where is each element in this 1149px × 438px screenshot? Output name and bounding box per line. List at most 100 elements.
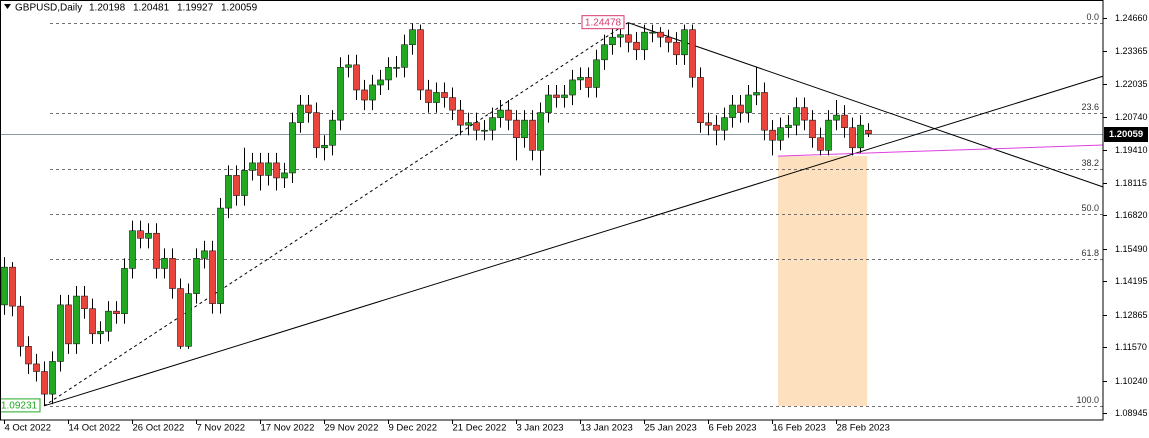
y-tick-label: 1.08945 bbox=[1115, 408, 1148, 418]
candle-body bbox=[9, 266, 16, 307]
candle-body bbox=[473, 122, 480, 131]
candle-body bbox=[281, 172, 288, 179]
candle-body bbox=[289, 122, 296, 174]
x-tick-label: 13 Jan 2023 bbox=[581, 423, 633, 434]
candle-body bbox=[761, 92, 768, 131]
candle-body bbox=[65, 304, 72, 345]
candle-body bbox=[377, 79, 384, 86]
candle-body bbox=[217, 207, 224, 304]
price-marker-label: 1.24478 bbox=[585, 17, 622, 28]
candle-body bbox=[657, 31, 664, 38]
candle-body bbox=[305, 104, 312, 113]
candle-body bbox=[137, 230, 144, 239]
x-tick-label: 28 Feb 2023 bbox=[837, 423, 890, 434]
candle-body bbox=[721, 117, 728, 131]
candle-body bbox=[529, 119, 536, 151]
candle-body bbox=[569, 79, 576, 96]
candle-body bbox=[153, 232, 160, 269]
price-marker-label: 1.09231 bbox=[1, 401, 38, 412]
candle-body bbox=[337, 67, 344, 121]
candle-body bbox=[345, 64, 352, 68]
price-marker-box bbox=[581, 15, 625, 30]
price-marker-box bbox=[0, 398, 41, 413]
highlight-zone bbox=[778, 156, 868, 406]
candle-body bbox=[817, 137, 824, 151]
candle-body bbox=[393, 67, 400, 69]
candle-body bbox=[537, 112, 544, 151]
trendline bbox=[627, 22, 1104, 188]
candle-body bbox=[649, 31, 656, 34]
trendline bbox=[777, 144, 1104, 157]
price-marker: 1.24478 bbox=[581, 15, 625, 30]
candle-body bbox=[553, 94, 560, 98]
fib-label: 38.2 bbox=[1081, 158, 1099, 168]
candle-body bbox=[801, 107, 808, 121]
candle-body bbox=[489, 117, 496, 131]
candle-body bbox=[449, 97, 456, 111]
candle-body bbox=[865, 129, 872, 135]
candle-body bbox=[625, 34, 632, 43]
candle-body bbox=[681, 29, 688, 56]
candle-body bbox=[297, 104, 304, 123]
y-tick-label: 1.19410 bbox=[1115, 145, 1148, 155]
candle-body bbox=[249, 162, 256, 171]
header-close: 1.20059 bbox=[221, 3, 258, 14]
candle-body bbox=[481, 129, 488, 132]
candle-body bbox=[769, 129, 776, 141]
candle-body bbox=[385, 67, 392, 81]
candle-body bbox=[785, 124, 792, 128]
candle-body bbox=[505, 109, 512, 121]
candle-body bbox=[857, 124, 864, 149]
header-low: 1.19927 bbox=[177, 3, 214, 14]
candle-body bbox=[425, 89, 432, 103]
candle-body bbox=[353, 64, 360, 91]
x-tick-label: 9 Dec 2022 bbox=[389, 423, 438, 434]
candle-body bbox=[225, 175, 232, 209]
candle-body bbox=[209, 250, 216, 304]
candle-body bbox=[401, 44, 408, 68]
candle-body bbox=[593, 59, 600, 88]
candle-body bbox=[73, 295, 80, 345]
x-tick-label: 14 Oct 2022 bbox=[69, 423, 121, 434]
candle-body bbox=[673, 41, 680, 56]
candle-body bbox=[705, 122, 712, 126]
candle-body bbox=[777, 127, 784, 141]
candle-body bbox=[81, 295, 88, 309]
candle-body bbox=[161, 258, 168, 269]
candle-body bbox=[257, 162, 264, 176]
y-tick-label: 1.14195 bbox=[1115, 276, 1148, 286]
candle-body bbox=[633, 41, 640, 51]
candle-body bbox=[33, 363, 40, 372]
candle-body bbox=[17, 305, 24, 347]
candle-body bbox=[49, 361, 56, 395]
x-tick-label: 26 Oct 2022 bbox=[133, 423, 185, 434]
candle-body bbox=[121, 268, 128, 314]
y-tick-label: 1.16820 bbox=[1115, 210, 1148, 220]
candle-body bbox=[193, 258, 200, 294]
symbol: GBPUSD,Daily bbox=[15, 3, 82, 14]
candle-body bbox=[273, 162, 280, 179]
header-high: 1.20481 bbox=[133, 3, 170, 14]
y-tick-label: 1.18115 bbox=[1115, 178, 1147, 188]
candle-body bbox=[113, 310, 120, 314]
candle-body bbox=[737, 104, 744, 113]
candle-body bbox=[841, 114, 848, 128]
candle-body bbox=[201, 250, 208, 259]
x-tick-label: 7 Nov 2022 bbox=[197, 423, 246, 434]
fib-label: 23.6 bbox=[1081, 102, 1099, 112]
fib-label: 0.0 bbox=[1086, 12, 1099, 22]
candle-body bbox=[457, 109, 464, 126]
candle-body bbox=[793, 107, 800, 126]
candle-body bbox=[321, 144, 328, 149]
candle-body bbox=[585, 77, 592, 88]
candle-body bbox=[313, 112, 320, 149]
fib-label: 50.0 bbox=[1081, 203, 1099, 213]
y-tick-label: 1.23365 bbox=[1115, 46, 1148, 56]
candle-body bbox=[753, 92, 760, 96]
candle-body bbox=[41, 371, 48, 395]
candle-body bbox=[25, 346, 32, 365]
candle-body bbox=[145, 232, 152, 239]
candle-body bbox=[233, 175, 240, 196]
